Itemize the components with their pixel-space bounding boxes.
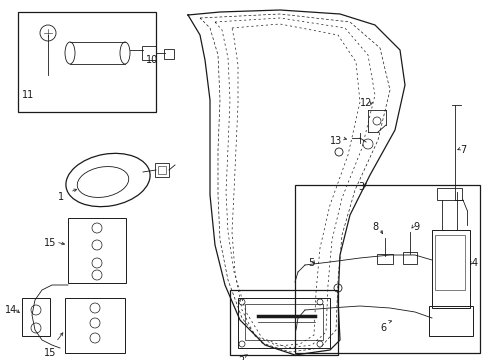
Bar — [376, 254, 392, 264]
Text: 4: 4 — [471, 258, 477, 268]
Text: 8: 8 — [371, 222, 377, 232]
Bar — [434, 235, 464, 290]
Bar — [142, 46, 156, 60]
Bar — [18, 12, 156, 112]
Text: 15: 15 — [44, 348, 56, 358]
Bar — [431, 230, 469, 308]
Text: 9: 9 — [412, 222, 418, 232]
Bar — [155, 163, 169, 177]
Bar — [436, 188, 461, 200]
Text: 10: 10 — [146, 55, 158, 65]
Bar — [158, 166, 165, 174]
Bar — [65, 298, 125, 353]
Text: 2: 2 — [238, 356, 244, 360]
Text: 6: 6 — [379, 323, 386, 333]
Text: 15: 15 — [44, 238, 56, 248]
Text: 11: 11 — [22, 90, 34, 100]
Bar — [244, 304, 323, 340]
Text: 13: 13 — [329, 136, 342, 146]
Bar — [428, 306, 472, 336]
Bar — [22, 298, 50, 336]
Text: 3: 3 — [357, 182, 364, 192]
Bar — [402, 252, 416, 264]
Text: 12: 12 — [359, 98, 372, 108]
Text: 7: 7 — [459, 145, 465, 155]
Bar — [238, 298, 329, 348]
Text: 1: 1 — [58, 192, 64, 202]
Bar — [229, 290, 337, 355]
Text: 14: 14 — [5, 305, 17, 315]
Text: 5: 5 — [307, 258, 314, 268]
Bar — [294, 185, 479, 353]
Bar — [68, 218, 126, 283]
Bar — [163, 49, 174, 59]
